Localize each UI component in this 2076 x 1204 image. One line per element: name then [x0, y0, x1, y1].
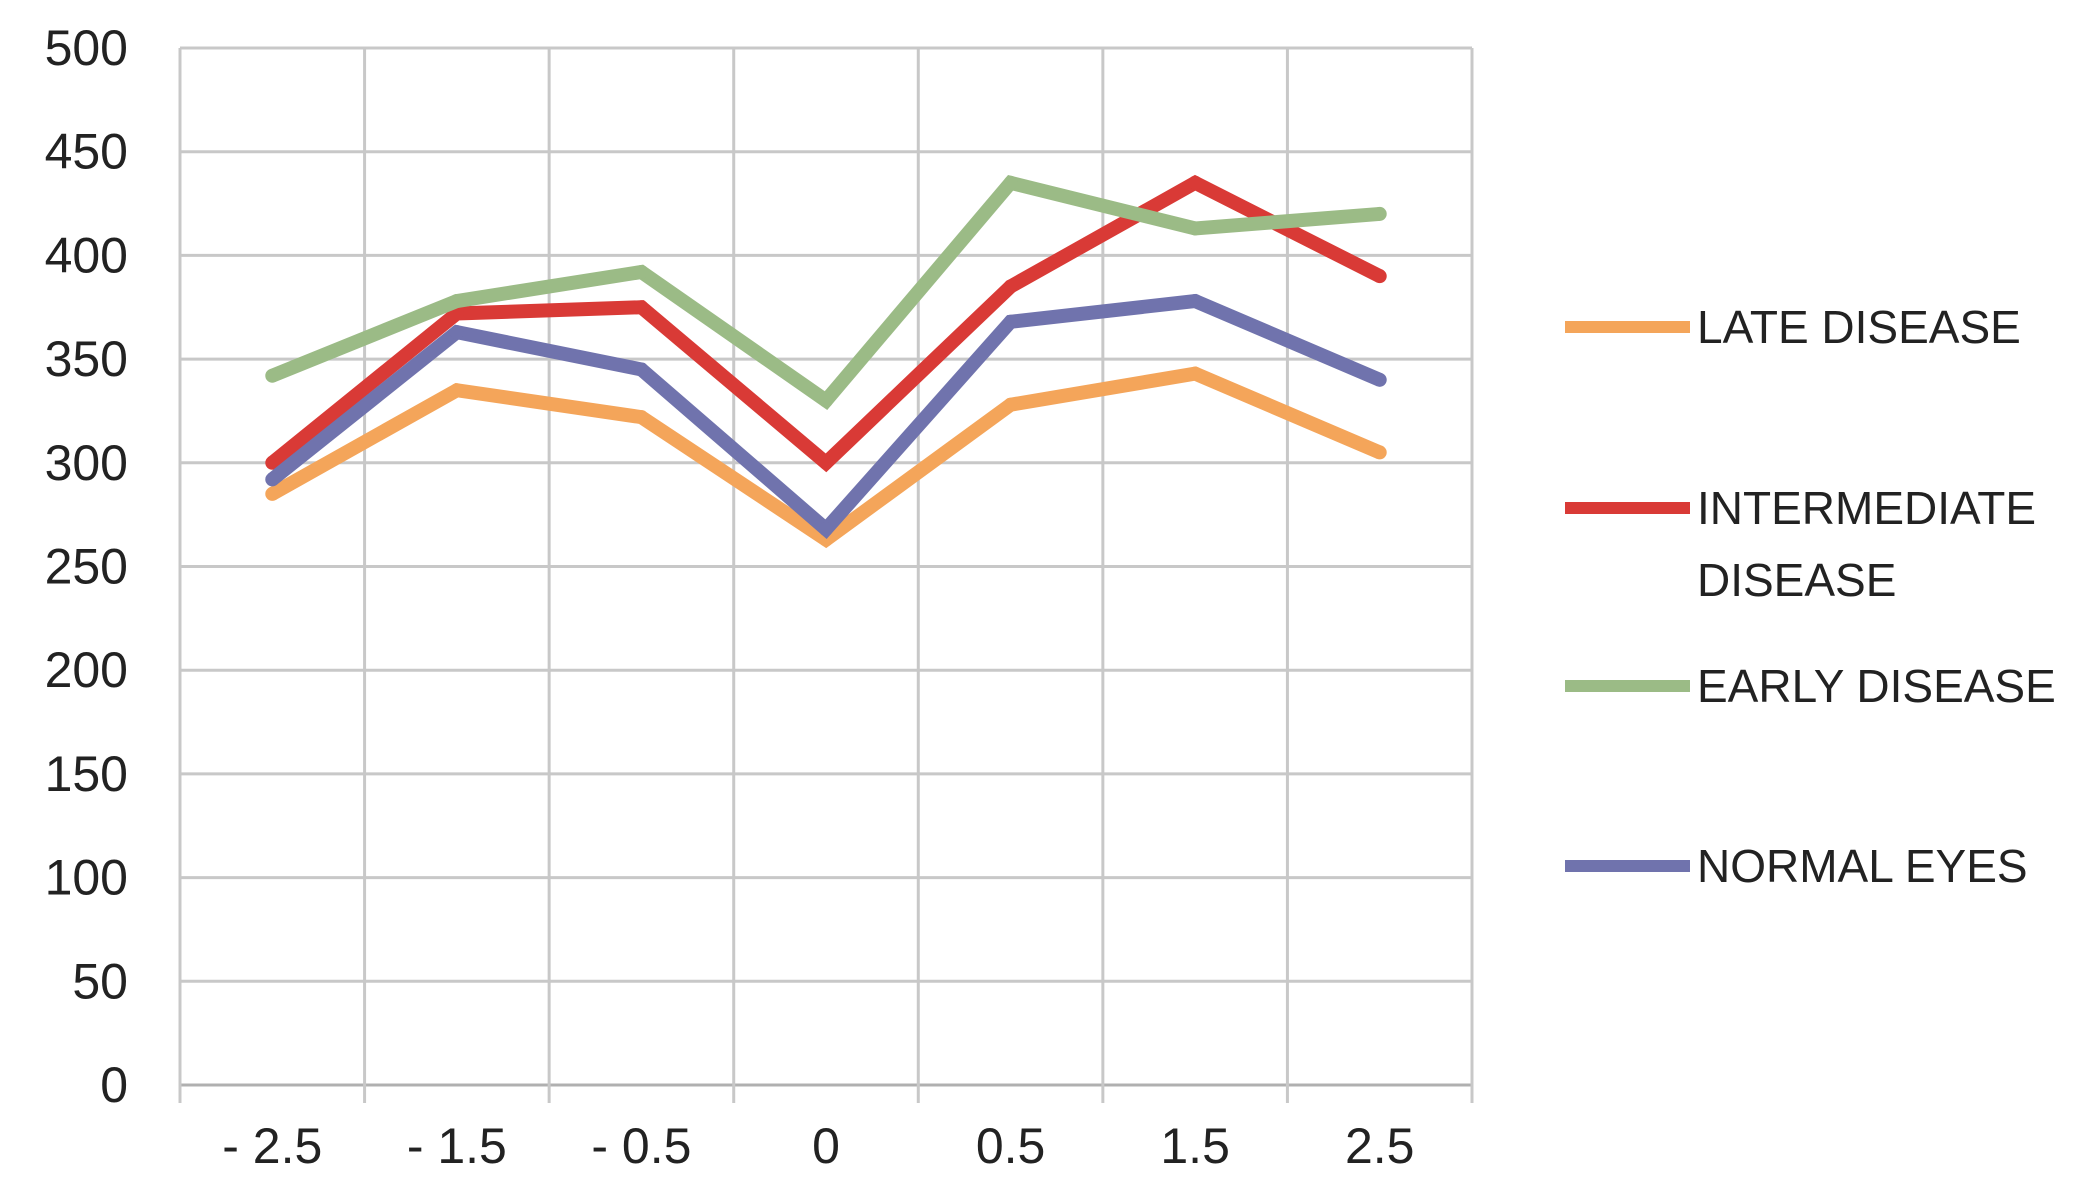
series-lines [265, 174, 1387, 549]
y-tick-label: 0 [100, 1057, 128, 1113]
legend: LATE DISEASE INTERMEDIATE DISEASE EARLY DIS… [1565, 301, 2056, 892]
y-tick-label: 200 [45, 642, 128, 698]
data-point [819, 455, 833, 470]
data-point [634, 410, 649, 425]
data-point [634, 362, 649, 377]
y-tick-label: 50 [72, 953, 128, 1009]
data-point [1188, 294, 1203, 309]
data-point [1188, 366, 1203, 381]
x-tick-label: 2.5 [1345, 1118, 1415, 1174]
data-point [1372, 206, 1387, 221]
y-tick-label: 450 [45, 124, 128, 180]
x-tick-label: - 1.5 [407, 1118, 507, 1174]
data-point [1372, 445, 1387, 460]
y-tick-label: 250 [45, 539, 128, 595]
y-tick-label: 500 [45, 20, 128, 76]
data-point [265, 368, 280, 383]
series-line-3 [269, 174, 1381, 410]
data-point [819, 532, 833, 547]
y-tick-label: 400 [45, 227, 128, 283]
legend-label-4: NORMAL EYES [1697, 840, 2028, 892]
data-point [449, 325, 464, 340]
data-point [1188, 175, 1203, 190]
grid [178, 46, 1474, 1103]
data-point [1003, 279, 1018, 294]
x-tick-label: 1.5 [1160, 1118, 1230, 1174]
data-point [449, 294, 464, 309]
legend-label-1: LATE DISEASE [1697, 301, 2021, 353]
data-point [819, 393, 833, 408]
data-point [1372, 372, 1387, 387]
data-point [1188, 221, 1203, 236]
data-point [634, 264, 649, 279]
data-point [1003, 314, 1018, 329]
data-point [634, 300, 649, 315]
data-point [819, 522, 833, 537]
legend-label-2: INTERMEDIATE [1697, 482, 2036, 534]
y-tick-label: 300 [45, 435, 128, 491]
y-tick-label: 350 [45, 331, 128, 387]
data-point [1003, 175, 1018, 190]
x-tick-label: - 2.5 [222, 1118, 322, 1174]
y-tick-label: 150 [45, 746, 128, 802]
data-point [265, 486, 280, 501]
legend-label-2: DISEASE [1697, 554, 1896, 606]
data-point [449, 383, 464, 398]
x-tick-label: 0 [812, 1118, 840, 1174]
data-point [265, 455, 280, 470]
data-point [1372, 269, 1387, 284]
y-tick-label: 100 [45, 850, 128, 906]
data-point [1003, 397, 1018, 412]
data-point [265, 472, 280, 487]
x-tick-label: 0.5 [976, 1118, 1046, 1174]
legend-label-3: EARLY DISEASE [1697, 660, 2056, 712]
x-tick-label: - 0.5 [591, 1118, 691, 1174]
axes: 0 50 100 150 200 250 300 350 400 450 500 - 2.5 - 1.5… [45, 20, 1415, 1174]
